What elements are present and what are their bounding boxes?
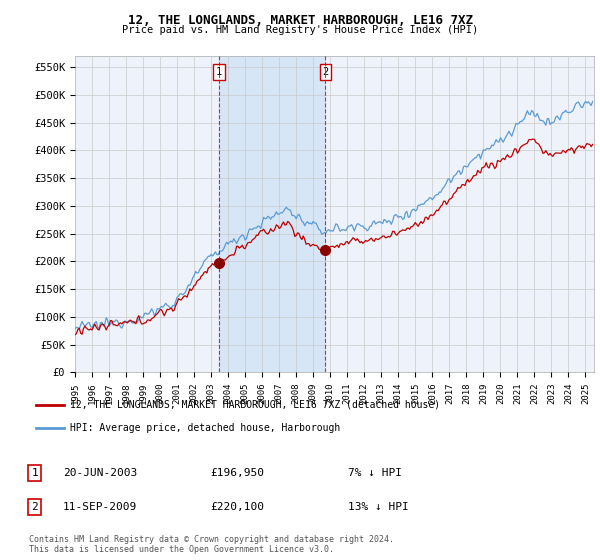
Text: 12, THE LONGLANDS, MARKET HARBOROUGH, LE16 7XZ: 12, THE LONGLANDS, MARKET HARBOROUGH, LE… [128,14,473,27]
Text: £196,950: £196,950 [210,468,264,478]
Text: 2: 2 [322,67,328,77]
Text: HPI: Average price, detached house, Harborough: HPI: Average price, detached house, Harb… [70,423,340,433]
Text: 1: 1 [216,67,222,77]
Text: 20-JUN-2003: 20-JUN-2003 [63,468,137,478]
Bar [219,56,325,372]
Text: 2: 2 [31,502,38,512]
Text: 12, THE LONGLANDS, MARKET HARBOROUGH, LE16 7XZ (detached house): 12, THE LONGLANDS, MARKET HARBOROUGH, LE… [70,400,440,410]
Text: 1: 1 [31,468,38,478]
Text: £220,100: £220,100 [210,502,264,512]
Text: 13% ↓ HPI: 13% ↓ HPI [348,502,409,512]
Text: 7% ↓ HPI: 7% ↓ HPI [348,468,402,478]
Text: Contains HM Land Registry data © Crown copyright and database right 2024.
This d: Contains HM Land Registry data © Crown c… [29,535,394,554]
Text: Price paid vs. HM Land Registry's House Price Index (HPI): Price paid vs. HM Land Registry's House … [122,25,478,35]
Text: 11-SEP-2009: 11-SEP-2009 [63,502,137,512]
